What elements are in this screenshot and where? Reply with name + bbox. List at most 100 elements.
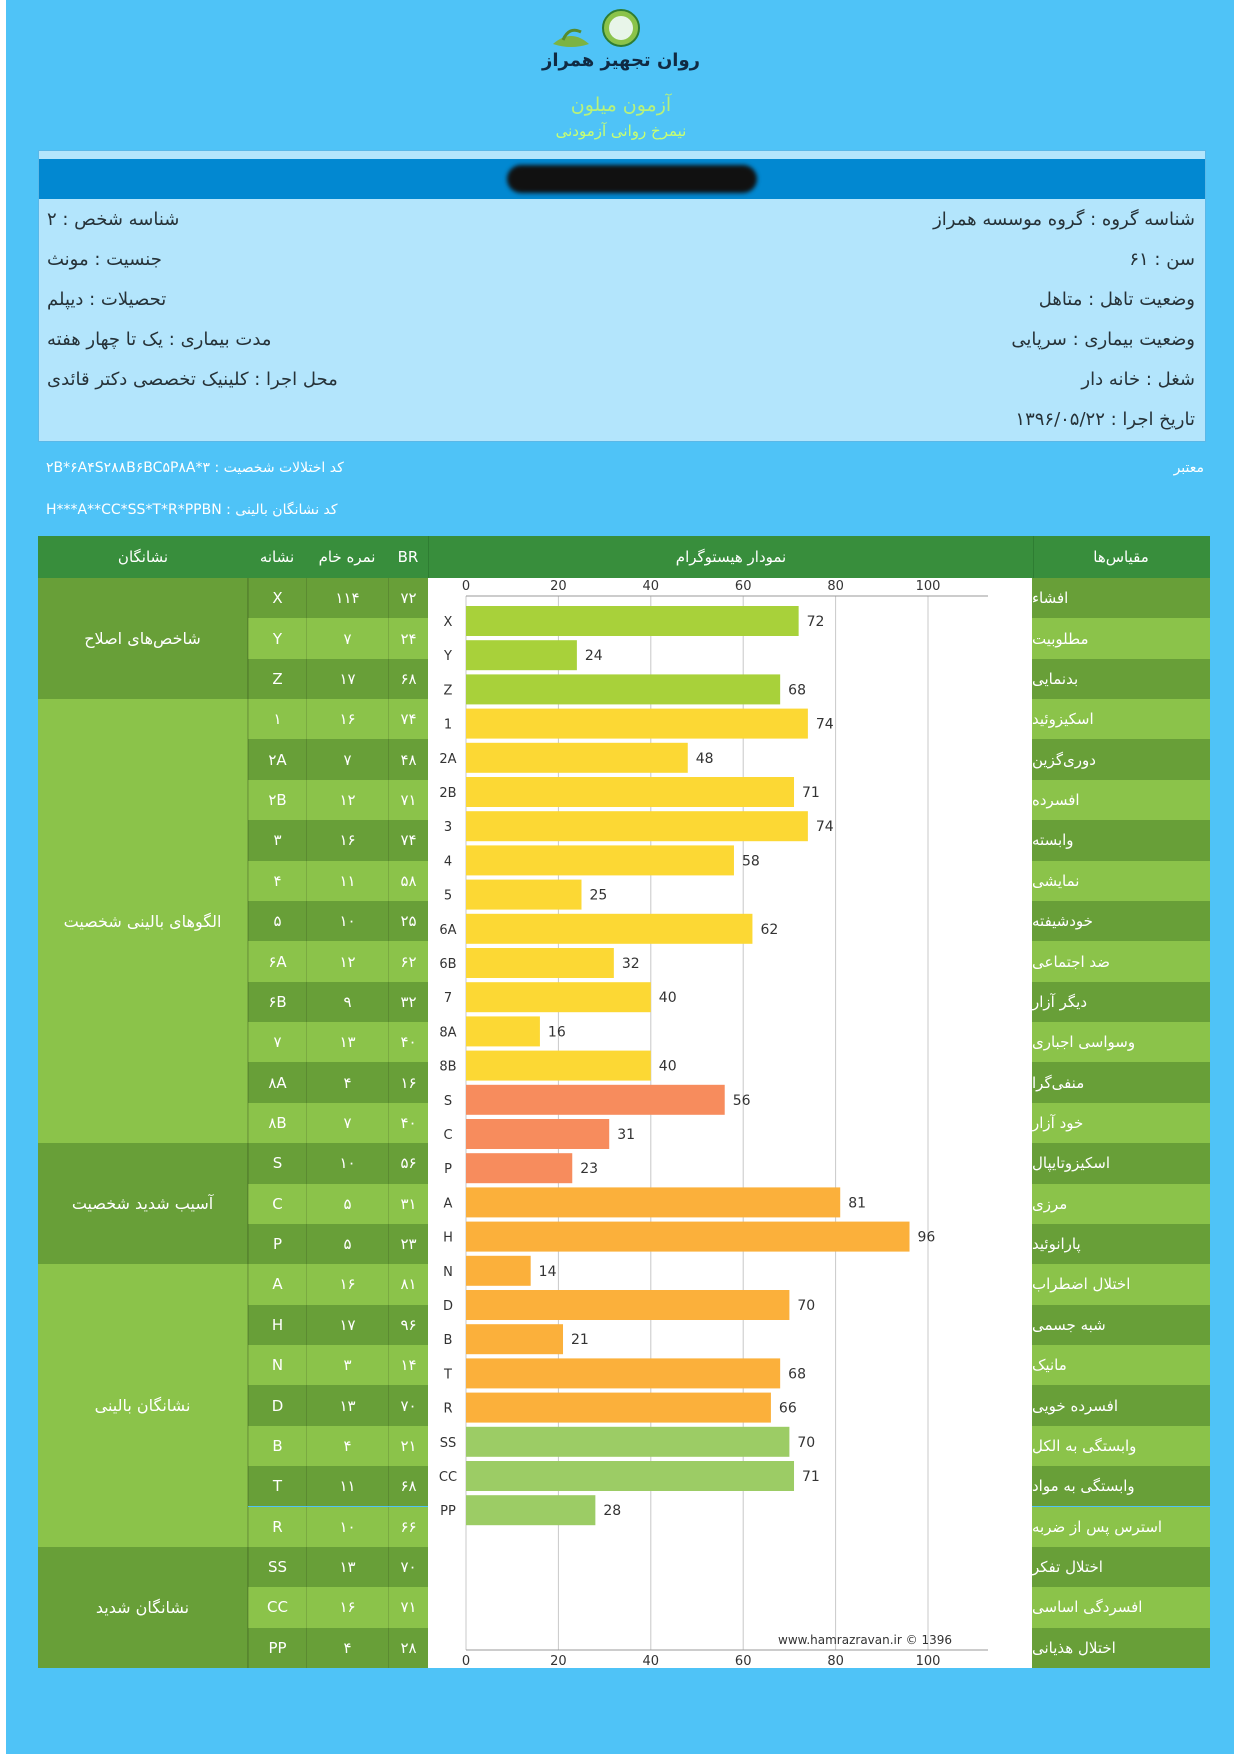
test-title: آزمون میلون [570,94,672,116]
symbol: A [248,1264,306,1305]
x-tick-label-bottom: 60 [735,1654,752,1668]
bar [466,1153,573,1184]
bar [466,1084,725,1115]
scale-name: بدنمایی [1032,658,1210,700]
category-label: A [444,1196,453,1211]
bar [466,1324,564,1355]
value-label: 71 [802,1469,820,1485]
raw-score: ۱۶ [306,1264,388,1305]
raw-score: ۴ [306,1627,388,1668]
personality-code: کد اختلالات شخصیت : ۳*۲B*۶A۴S۲۸۸B۶BC۵P۸A [46,460,344,476]
watermark: www.hamrazravan.ir © 1396 [778,1633,952,1647]
category-label: Y [443,649,452,664]
value-label: 32 [622,956,640,972]
br-value: ۴۰ [388,1102,428,1144]
bar [466,913,753,944]
header-raw: نمره خام [306,536,388,578]
value-label: 58 [742,853,760,869]
symbol: CC [248,1587,306,1628]
category-label: 6A [439,923,456,938]
raw-score: ۱۰ [306,1506,388,1547]
br-value: ۶۲ [388,941,428,982]
value-label: 68 [788,1366,806,1382]
scale-name: مرزی [1032,1183,1210,1224]
header-syndromes: نشانگان [38,536,248,578]
person-id: شناسه شخص : ۲ [47,209,180,230]
symbol: ۲A [248,739,306,780]
value-label: 81 [848,1195,866,1211]
value-label: 16 [548,1024,566,1040]
symbol: ۸B [248,1102,306,1144]
syndrome-group: نشانگان بالینی [38,1264,248,1547]
bar [466,1016,540,1047]
scale-name: افسرده خویی [1032,1385,1210,1426]
scale-name: دوری‌گزین [1032,739,1210,780]
br-value: ۸۱ [388,1264,428,1305]
category-label: 1 [444,718,452,733]
category-label: S [444,1094,452,1109]
symbol: R [248,1506,306,1547]
x-tick-label-bottom: 40 [643,1654,660,1668]
value-label: 25 [590,888,608,904]
category-label: H [443,1231,453,1246]
category-label: CC [439,1470,457,1485]
symbol: ۴ [248,860,306,901]
test-subtitle: نیمرخ روانی آزمودنی [555,122,687,140]
category-label: 2B [439,786,456,801]
raw-score: ۵ [306,1183,388,1224]
raw-score: ۱۲ [306,779,388,821]
category-label: D [443,1299,453,1314]
x-tick-label-top: 60 [735,579,752,594]
bar [466,1119,610,1149]
br-value: ۲۴ [388,618,428,659]
scale-name: وابسته [1032,820,1210,861]
scale-name: افسرده [1032,779,1210,821]
patient-info-box: شناسه گروه : گروه موسسه همراز شناسه شخص … [38,150,1206,442]
scale-name: مانیک [1032,1345,1210,1386]
br-value: ۷۴ [388,699,428,740]
value-label: 24 [585,648,603,664]
raw-score: ۹ [306,981,388,1023]
bar [466,606,799,636]
symbol: ۷ [248,1022,306,1063]
category-label: PP [440,1504,456,1519]
scale-name: وسواسی اجباری [1032,1022,1210,1063]
scale-name: شبه جسمی [1032,1304,1210,1346]
symbol: SS [248,1546,306,1588]
x-tick-label-top: 20 [550,579,567,594]
value-label: 70 [797,1298,815,1314]
bar [466,742,688,773]
bar [466,1461,795,1491]
scale-name: اختلال هذیانی [1032,1627,1210,1668]
category-label: R [443,1402,452,1417]
job: شغل : خانه دار [1081,369,1195,390]
raw-score: ۱۷ [306,658,388,700]
raw-score: ۱۲ [306,941,388,982]
value-label: 48 [696,751,714,767]
place: محل اجرا : کلینیک تخصصی دکتر قائدی [47,369,338,390]
bar [466,777,795,807]
symbol: ۶B [248,981,306,1023]
syndrome-group: الگوهای بالینی شخصیت [38,699,248,1144]
br-value: ۷۰ [388,1546,428,1588]
symbol: ۵ [248,900,306,942]
raw-score: ۵ [306,1223,388,1265]
category-label: 2A [439,752,456,767]
br-value: ۶۸ [388,1466,428,1507]
header-br: BR [388,536,428,578]
scale-name: دیگر آزار [1032,981,1210,1023]
header-histogram: نمودار هیستوگرام [428,536,1034,578]
raw-score: ۱۳ [306,1022,388,1063]
raw-score: ۱۶ [306,1587,388,1628]
raw-score: ۳ [306,1345,388,1386]
value-label: 21 [571,1332,589,1348]
bar [466,640,577,671]
bar [466,1050,651,1081]
scale-name: مطلوبیت [1032,618,1210,659]
br-value: ۴۰ [388,1022,428,1063]
scale-name: وابستگی به مواد [1032,1466,1210,1507]
category-label: B [444,1333,453,1348]
x-tick-label-top: 100 [916,579,941,594]
br-value: ۷۱ [388,1587,428,1628]
